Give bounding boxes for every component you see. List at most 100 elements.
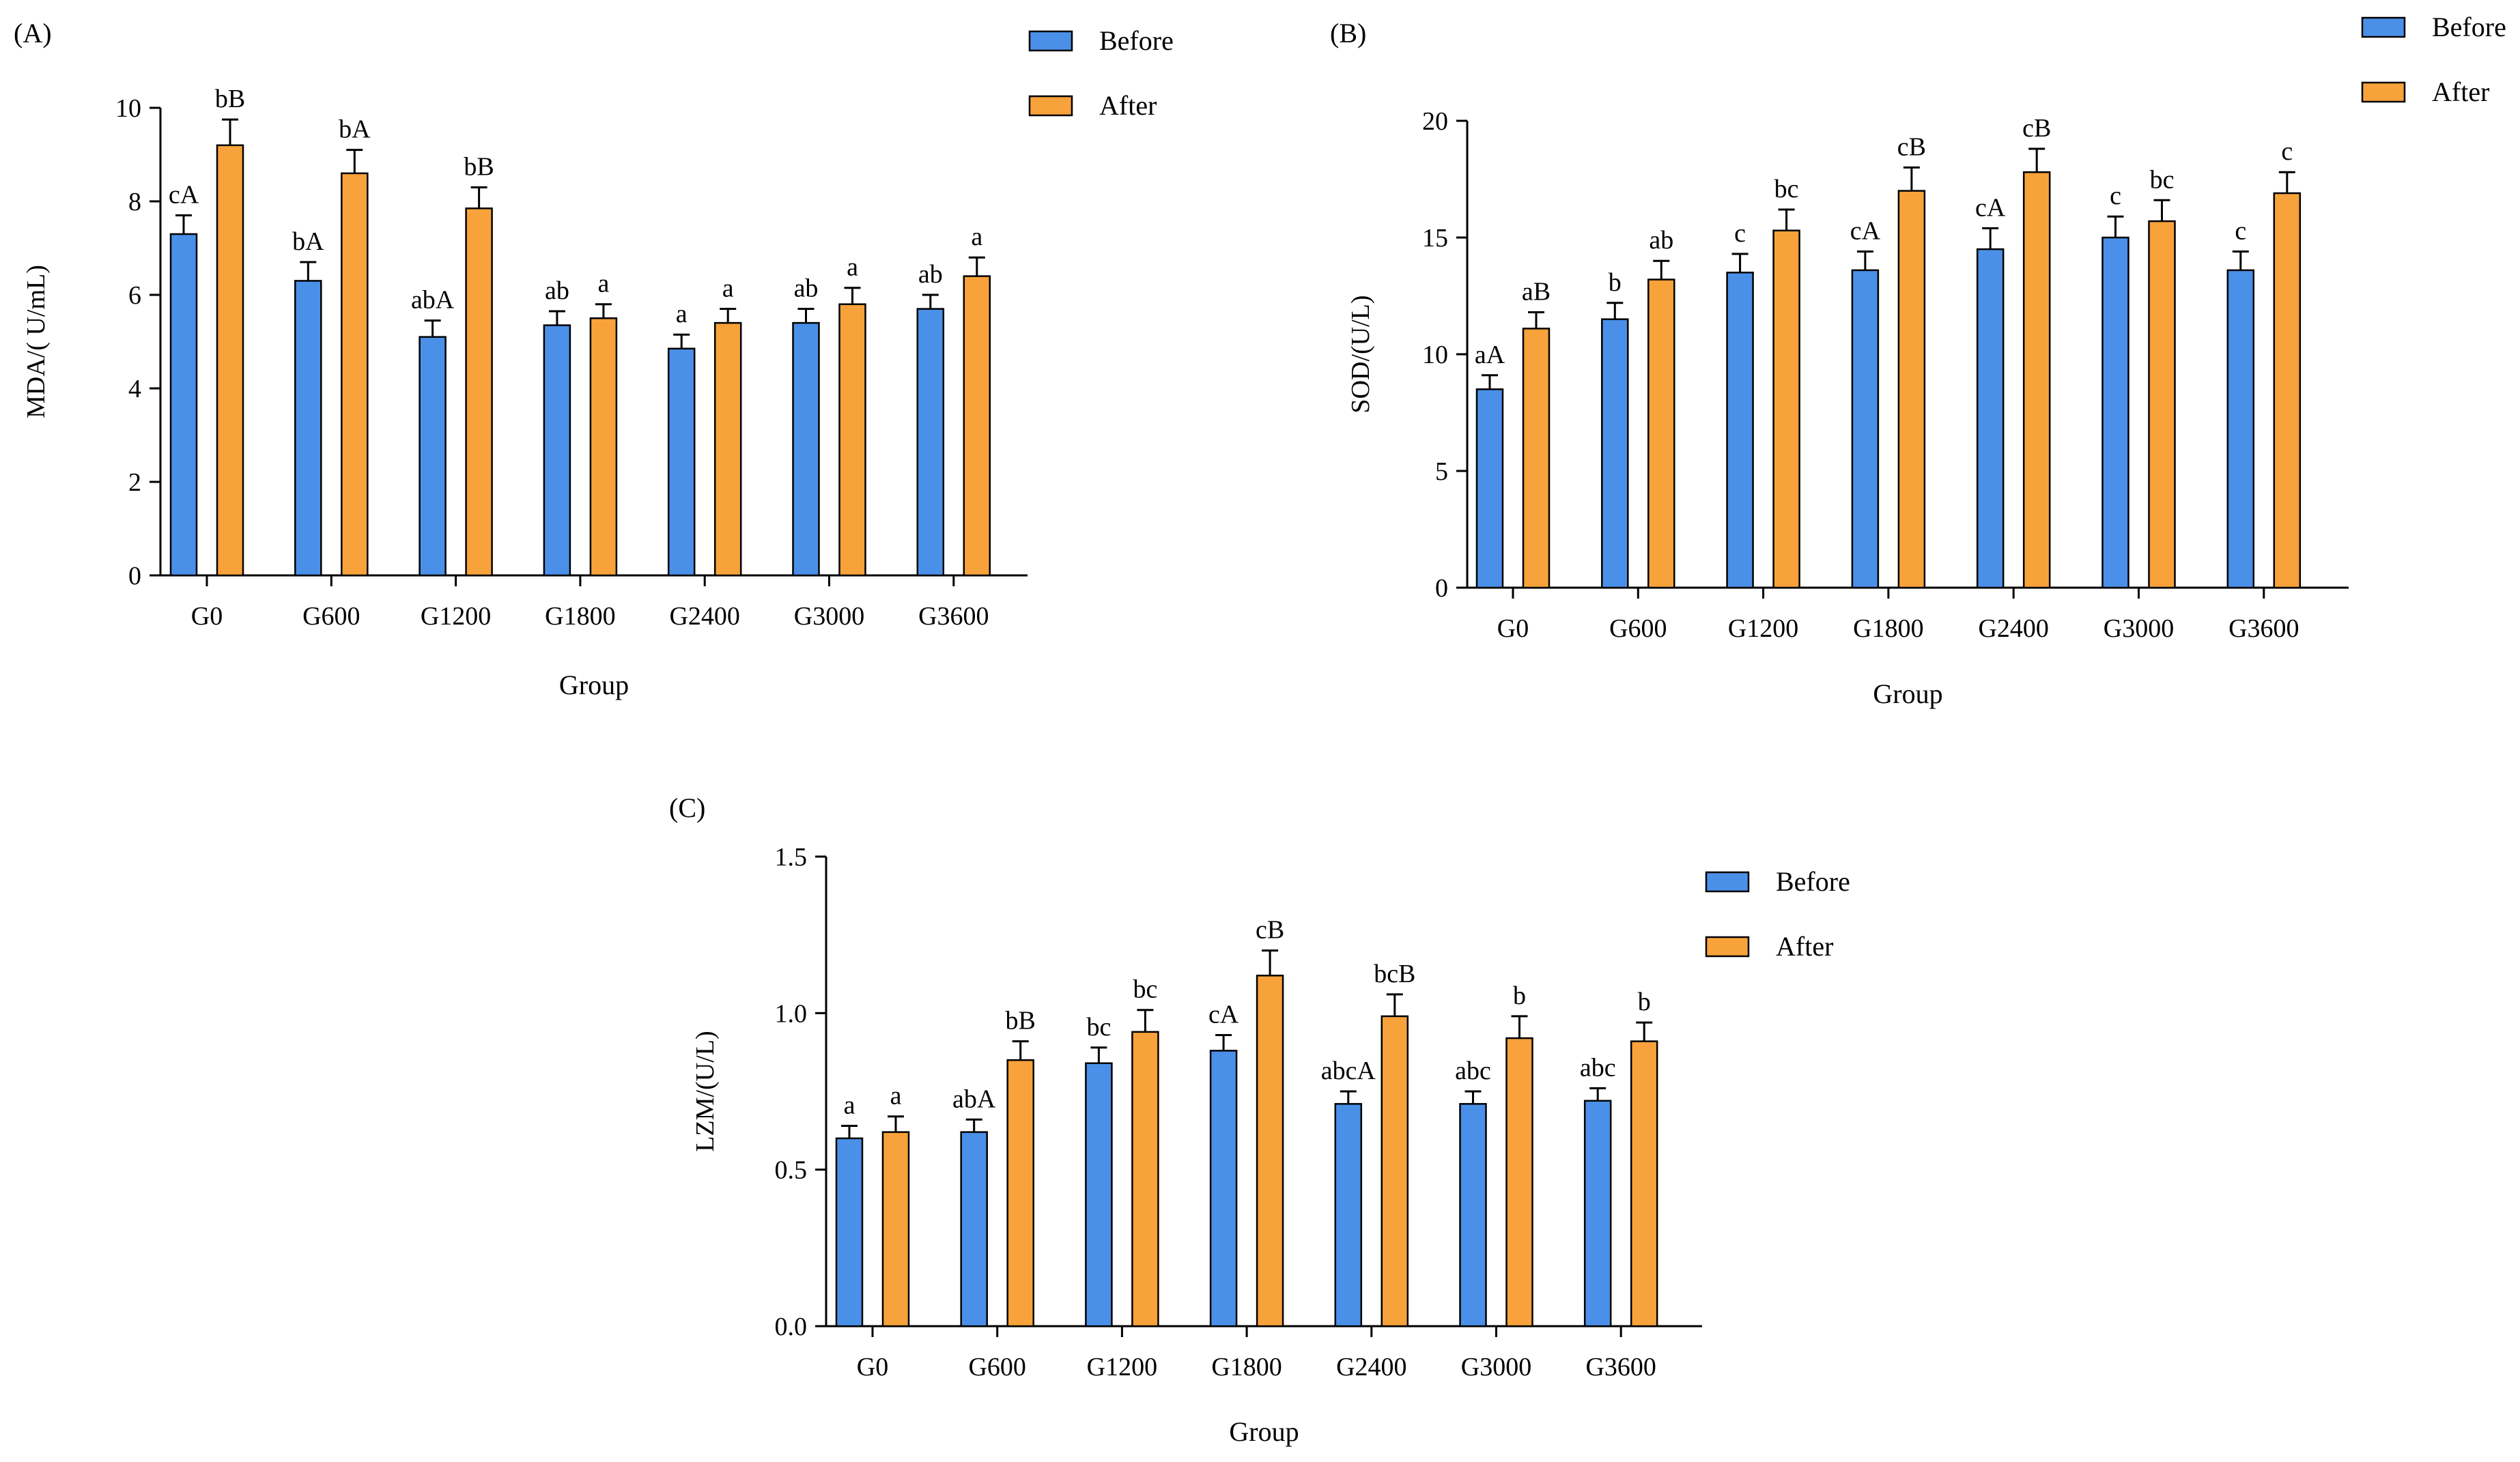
- before-bar: [667, 347, 696, 577]
- significance-label: bc: [1086, 1013, 1111, 1042]
- significance-label: a: [597, 270, 609, 298]
- x-tick-label: G3000: [794, 602, 864, 631]
- y-tick-label: 0: [128, 562, 141, 590]
- before-bar: [419, 336, 447, 577]
- significance-label: a: [676, 300, 688, 328]
- significance-label: cB: [1256, 916, 1284, 945]
- y-tick-label: 8: [128, 188, 141, 216]
- after-bar: [2148, 220, 2176, 589]
- legend-label-after: After: [2432, 76, 2489, 107]
- legend-swatch-after: [1705, 936, 1750, 958]
- significance-label: c: [1734, 219, 1746, 248]
- before-bar: [1583, 1100, 1612, 1328]
- significance-label: cA: [1850, 217, 1881, 246]
- y-tick-label: 0.5: [775, 1156, 808, 1185]
- significance-label: abA: [411, 286, 455, 315]
- after-bar: [1897, 190, 1926, 589]
- significance-label: b: [1609, 268, 1622, 297]
- y-tick-label: 0.0: [775, 1313, 808, 1341]
- y-tick-label: 10: [115, 94, 141, 123]
- x-tick-label: G1200: [1087, 1353, 1157, 1381]
- after-bar: [1381, 1015, 1409, 1328]
- x-tick-label: G2400: [1336, 1353, 1406, 1381]
- significance-label: c: [2110, 182, 2121, 210]
- significance-label: cA: [1208, 1000, 1239, 1029]
- significance-label: cB: [2022, 114, 2051, 143]
- legend-label-before: Before: [1776, 866, 1850, 897]
- after-bar: [881, 1131, 910, 1328]
- significance-label: ab: [545, 276, 569, 305]
- significance-label: bB: [1006, 1007, 1036, 1035]
- legend: Before After: [1028, 25, 1174, 121]
- after-bar: [589, 317, 618, 577]
- significance-label: bcB: [1374, 960, 1415, 988]
- panel-a: (A) 0 2 4 6 8 10 MDA/( U/mL) Group G0 cA bB G600 bA bA…: [14, 18, 1174, 700]
- significance-label: bc: [2150, 165, 2175, 194]
- significance-label: cA: [1975, 193, 2006, 222]
- after-bar: [1522, 328, 1551, 589]
- x-tick-label: G2400: [1978, 614, 2048, 643]
- legend-swatch-after: [1028, 95, 1073, 117]
- y-tick-label: 20: [1422, 107, 1448, 136]
- before-bar: [543, 324, 571, 577]
- y-tick-label: 6: [128, 281, 141, 310]
- significance-label: b: [1513, 981, 1526, 1010]
- legend: Before After: [1705, 866, 1850, 962]
- after-bar: [1256, 975, 1284, 1328]
- significance-label: aA: [1475, 341, 1505, 369]
- significance-label: ab: [794, 274, 819, 303]
- legend-swatch-before: [2361, 16, 2406, 38]
- x-tick-label: G0: [1497, 614, 1529, 643]
- x-tick-label: G2400: [669, 602, 739, 631]
- legend: Before After: [2361, 12, 2506, 107]
- x-tick-label: G600: [968, 1353, 1025, 1381]
- after-bar: [2273, 192, 2302, 589]
- y-axis-title: SOD/(U/L): [1346, 295, 1375, 413]
- significance-label: bB: [464, 152, 494, 181]
- after-bar: [1131, 1031, 1159, 1328]
- after-bar: [1630, 1040, 1658, 1328]
- significance-label: c: [2281, 137, 2293, 166]
- significance-label: a: [971, 223, 982, 251]
- y-axis-title: MDA/( U/mL): [22, 265, 51, 418]
- significance-label: bc: [1774, 175, 1799, 203]
- after-bar: [1006, 1059, 1034, 1328]
- y-axis-title: LZM/(U/L): [691, 1031, 720, 1151]
- before-bar: [1976, 248, 2005, 589]
- x-tick-label: G0: [857, 1353, 888, 1381]
- significance-label: ab: [1649, 226, 1673, 255]
- x-tick-label: G1800: [1211, 1353, 1282, 1381]
- after-bar: [216, 144, 244, 577]
- significance-label: bA: [339, 115, 371, 144]
- before-bar: [2101, 236, 2129, 589]
- before-bar: [1085, 1062, 1113, 1328]
- y-tick-label: 10: [1422, 341, 1448, 369]
- significance-label: abc: [1455, 1057, 1491, 1085]
- before-bar: [1726, 272, 1754, 589]
- x-tick-label: G600: [1609, 614, 1667, 643]
- after-bar: [1505, 1037, 1533, 1328]
- significance-label: ab: [918, 260, 943, 289]
- x-axis-title: Group: [1229, 1416, 1299, 1447]
- y-tick-label: 1.5: [775, 843, 808, 872]
- panel-b: (B) 0 5 10 15 20 SOD/(U/L) Group G0 aA aB G600 bab G1…: [1330, 12, 2506, 709]
- x-tick-label: G3600: [918, 602, 989, 631]
- before-bar: [1334, 1103, 1363, 1328]
- before-bar: [835, 1137, 864, 1328]
- after-bar: [2022, 171, 2051, 589]
- legend-label-after: After: [1776, 931, 1833, 962]
- significance-label: cB: [1897, 132, 1926, 161]
- significance-label: bB: [215, 85, 245, 113]
- x-tick-label: G0: [191, 602, 223, 631]
- significance-label: cA: [169, 181, 199, 210]
- significance-label: b: [1638, 988, 1651, 1016]
- before-bar: [294, 280, 322, 577]
- significance-label: a: [844, 1091, 855, 1119]
- x-axis-title: Group: [1873, 678, 1942, 709]
- before-bar: [1459, 1103, 1487, 1328]
- legend-swatch-before: [1028, 30, 1073, 52]
- before-bar: [1601, 318, 1629, 589]
- y-tick-label: 4: [128, 375, 141, 403]
- significance-label: abc: [1580, 1053, 1616, 1082]
